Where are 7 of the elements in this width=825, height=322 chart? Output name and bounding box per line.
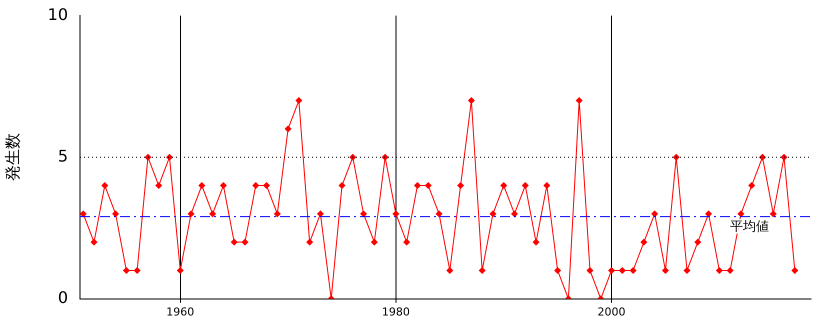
y-axis-title: 発生数 bbox=[2, 133, 22, 182]
y-tick-label: 5 bbox=[58, 146, 68, 166]
x-tick-label: 1960 bbox=[166, 305, 194, 318]
y-tick-label: 10 bbox=[48, 4, 68, 24]
x-tick-label: 1980 bbox=[382, 305, 410, 318]
x-tick-label: 2000 bbox=[598, 305, 626, 318]
y-tick-label: 0 bbox=[58, 288, 68, 307]
